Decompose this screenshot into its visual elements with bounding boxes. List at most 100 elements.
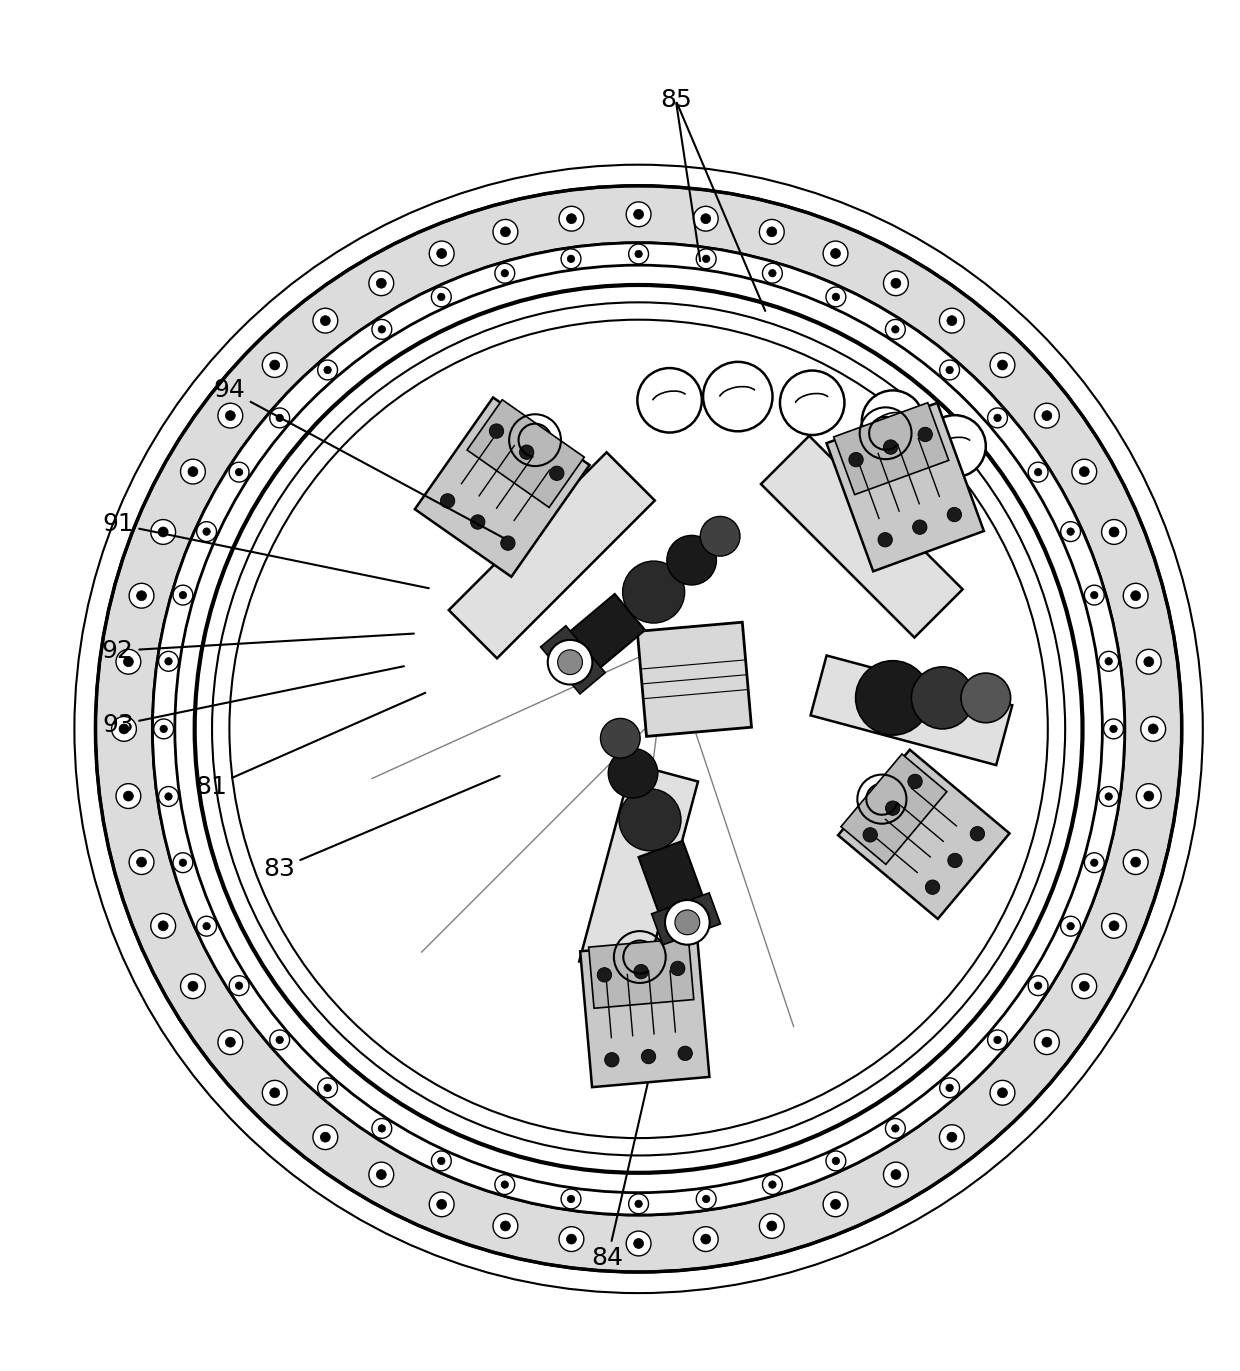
Circle shape [378,1124,386,1132]
Circle shape [440,494,455,509]
Circle shape [609,749,658,798]
Circle shape [559,206,584,232]
Circle shape [277,414,284,422]
Circle shape [494,1213,518,1238]
Circle shape [693,1227,718,1252]
Circle shape [567,214,577,223]
Circle shape [277,1036,284,1043]
Circle shape [560,1189,580,1209]
Circle shape [370,1163,394,1187]
Circle shape [667,536,717,585]
Circle shape [1101,520,1126,544]
Circle shape [961,673,1011,723]
Circle shape [378,326,386,333]
Circle shape [856,661,930,735]
Circle shape [1084,585,1104,605]
Circle shape [780,370,844,435]
Circle shape [119,724,129,733]
Circle shape [1123,583,1148,609]
Circle shape [1042,411,1052,421]
Circle shape [678,1046,692,1061]
Circle shape [1079,982,1089,991]
Circle shape [181,973,206,998]
Circle shape [940,361,960,380]
Polygon shape [449,452,655,658]
Circle shape [377,278,387,288]
Circle shape [1105,792,1112,801]
Circle shape [1131,857,1141,866]
Circle shape [1066,528,1074,535]
Circle shape [136,591,146,600]
Circle shape [947,315,957,325]
Circle shape [766,226,776,237]
Text: 94: 94 [213,378,503,537]
Circle shape [1136,784,1161,809]
Circle shape [159,921,169,931]
Circle shape [918,428,932,441]
Circle shape [197,522,217,542]
Circle shape [312,308,337,333]
Polygon shape [415,398,589,577]
Circle shape [188,982,198,991]
Circle shape [619,788,681,851]
Circle shape [160,725,167,732]
Circle shape [377,1169,387,1179]
Circle shape [151,913,176,938]
Polygon shape [541,625,605,694]
Circle shape [520,446,534,459]
Circle shape [372,319,392,339]
Circle shape [1034,982,1042,990]
Circle shape [320,1132,330,1142]
Circle shape [370,271,394,296]
Circle shape [665,899,709,945]
Circle shape [622,561,684,622]
Circle shape [438,1157,445,1164]
Circle shape [270,361,280,370]
Circle shape [697,1189,717,1209]
Circle shape [432,287,451,307]
Circle shape [436,248,446,258]
Circle shape [180,860,187,866]
Circle shape [197,916,217,936]
Circle shape [567,1234,577,1243]
Circle shape [263,1080,288,1105]
Circle shape [229,462,249,483]
Polygon shape [838,750,1009,919]
Circle shape [1034,469,1042,476]
Circle shape [470,515,485,529]
Circle shape [1090,860,1097,866]
Circle shape [769,270,776,277]
Circle shape [890,1169,900,1179]
Circle shape [1042,1038,1052,1047]
Polygon shape [761,436,962,638]
Circle shape [203,923,211,930]
Circle shape [635,1200,642,1208]
Circle shape [324,1084,331,1091]
Circle shape [993,1036,1001,1043]
Circle shape [913,520,928,535]
Circle shape [884,271,909,296]
Circle shape [1109,921,1118,931]
Circle shape [270,1030,290,1050]
Circle shape [997,1087,1007,1098]
Circle shape [940,1078,960,1098]
Circle shape [1136,650,1161,675]
Circle shape [946,1084,954,1091]
Circle shape [693,206,718,232]
Polygon shape [467,400,584,507]
Circle shape [947,507,961,522]
Circle shape [697,250,717,269]
Circle shape [883,440,898,454]
Circle shape [892,278,901,288]
Circle shape [218,1030,243,1054]
Circle shape [112,717,136,742]
Circle shape [236,326,1042,1132]
Circle shape [324,366,331,374]
Circle shape [626,1231,651,1256]
Text: 83: 83 [263,776,500,882]
Circle shape [970,827,985,840]
Circle shape [832,1157,839,1164]
Circle shape [831,1200,841,1209]
Circle shape [317,1078,337,1098]
Circle shape [429,1191,454,1216]
